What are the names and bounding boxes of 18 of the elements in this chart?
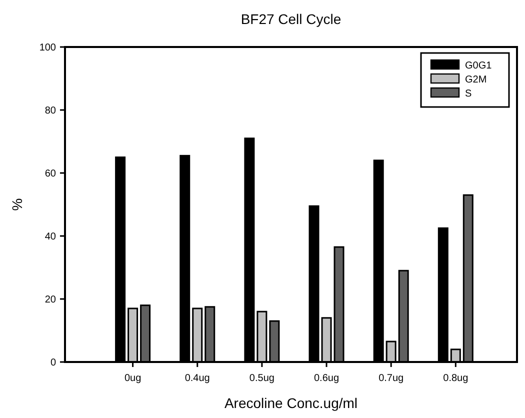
legend-label: G2M bbox=[465, 74, 487, 86]
y-tick-label: 40 bbox=[44, 232, 56, 242]
x-tick-label: 0.7ug bbox=[378, 373, 404, 384]
x-tick-label: 0ug bbox=[124, 373, 142, 384]
chart-title: BF27 Cell Cycle bbox=[240, 11, 342, 27]
y-tick-label: 20 bbox=[44, 294, 56, 306]
y-tick-label: 60 bbox=[44, 168, 56, 180]
y-axis-title: % bbox=[9, 198, 25, 211]
legend-label: S bbox=[465, 88, 472, 100]
x-tick-label: 0.8ug bbox=[443, 373, 468, 384]
y-tick-label: 80 bbox=[44, 106, 56, 116]
legend-label: G0G1 bbox=[465, 60, 492, 72]
x-axis-title: Arecoline Conc.ug/ml bbox=[224, 395, 358, 411]
y-tick-label: 100 bbox=[39, 42, 56, 54]
x-tick-label: 0.6ug bbox=[314, 373, 340, 384]
x-tick-label: 0.5ug bbox=[249, 373, 274, 384]
x-tick-label: 0.4ug bbox=[184, 373, 210, 384]
y-tick-label: 0 bbox=[50, 358, 56, 368]
